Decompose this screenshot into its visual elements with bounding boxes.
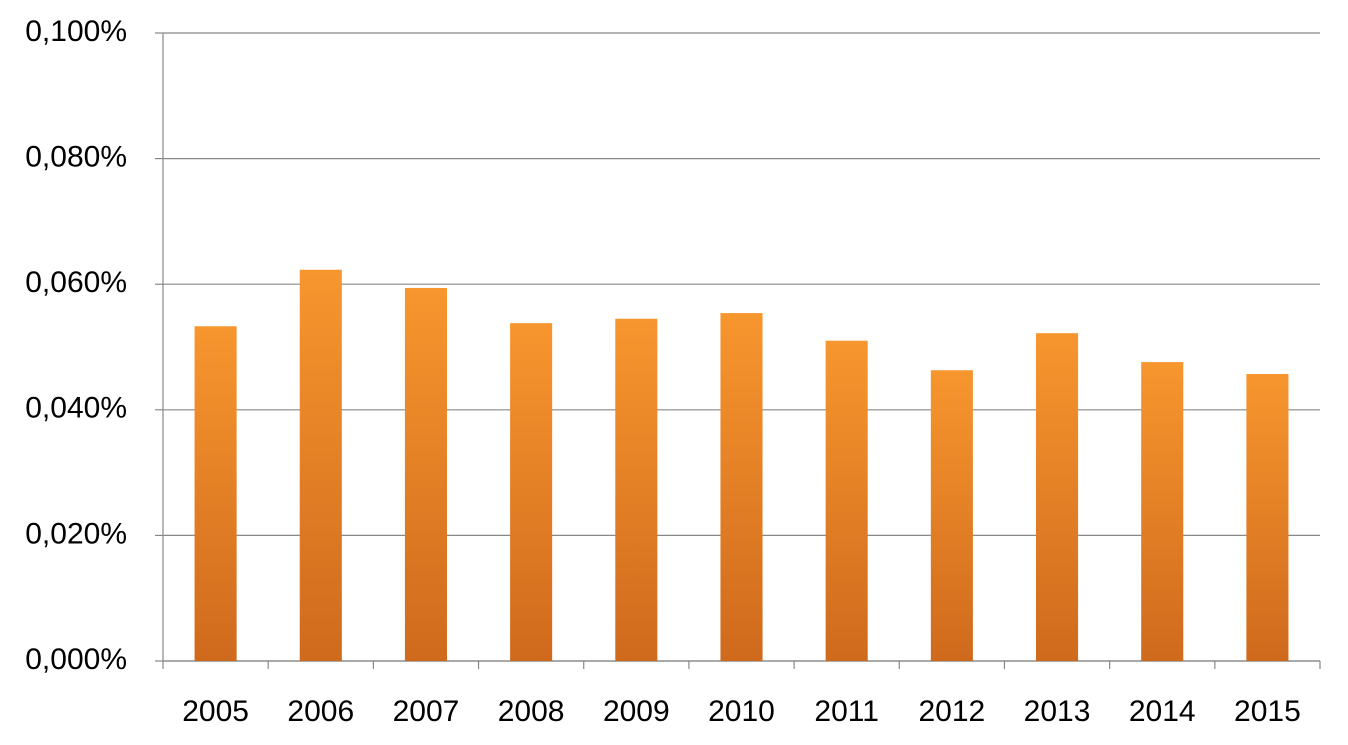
x-tick-label: 2014 bbox=[1129, 695, 1196, 728]
x-tick-label: 2005 bbox=[182, 695, 249, 728]
y-tick-label: 0,000% bbox=[25, 643, 127, 676]
x-tick-label: 2010 bbox=[708, 695, 775, 728]
x-tick-label: 2008 bbox=[498, 695, 565, 728]
y-tick-label: 0,020% bbox=[25, 517, 127, 550]
y-tick-label: 0,080% bbox=[25, 141, 127, 174]
x-tick-label: 2013 bbox=[1024, 695, 1091, 728]
x-tick-label: 2015 bbox=[1234, 695, 1301, 728]
bar bbox=[825, 340, 868, 661]
x-tick-label: 2012 bbox=[918, 695, 985, 728]
x-tick-label: 2006 bbox=[287, 695, 354, 728]
bar bbox=[1141, 362, 1184, 661]
bar bbox=[615, 318, 658, 661]
bar bbox=[194, 326, 237, 661]
y-tick-label: 0,100% bbox=[25, 15, 127, 48]
bar bbox=[720, 313, 763, 661]
bar bbox=[510, 323, 553, 661]
bar bbox=[404, 287, 447, 661]
x-tick-label: 2007 bbox=[393, 695, 460, 728]
x-tick-label: 2009 bbox=[603, 695, 670, 728]
bar bbox=[299, 269, 342, 661]
x-tick-label: 2011 bbox=[814, 695, 879, 728]
y-tick-label: 0,060% bbox=[25, 266, 127, 299]
bar bbox=[930, 370, 973, 661]
y-tick-label: 0,040% bbox=[25, 392, 127, 425]
bar bbox=[1036, 333, 1079, 661]
bar bbox=[1246, 374, 1289, 661]
